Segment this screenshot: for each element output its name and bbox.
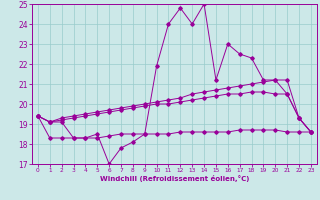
X-axis label: Windchill (Refroidissement éolien,°C): Windchill (Refroidissement éolien,°C) <box>100 175 249 182</box>
